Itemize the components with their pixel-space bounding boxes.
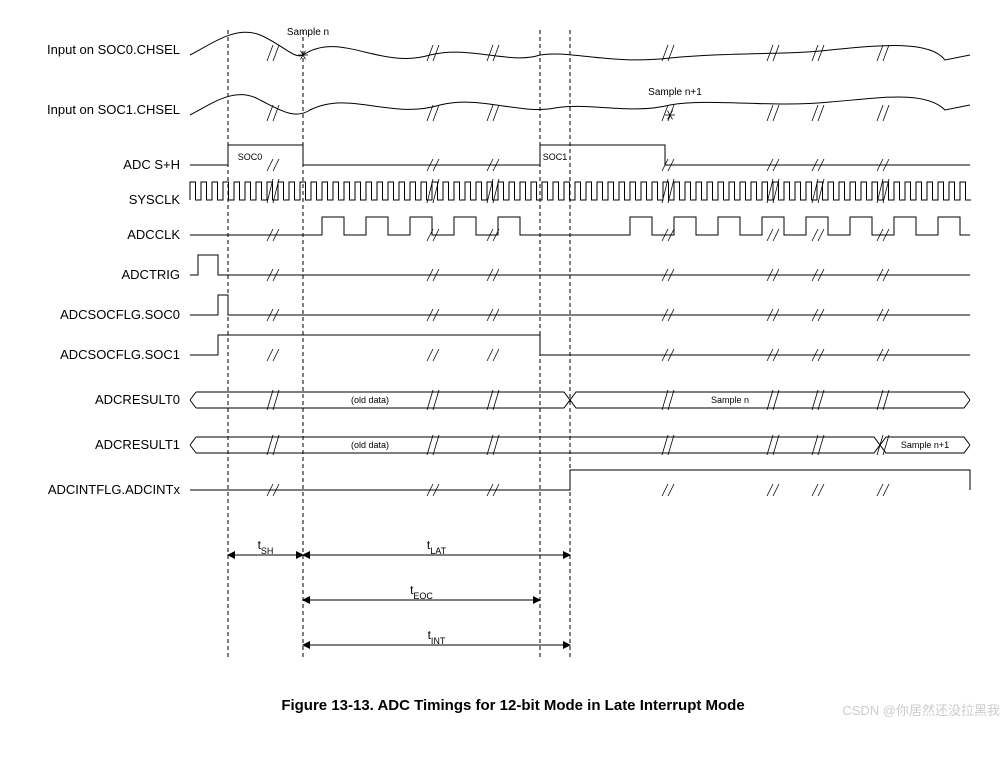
svg-text:Sample n+1: Sample n+1 (901, 440, 949, 450)
svg-text:ADCINTFLG.ADCINTx: ADCINTFLG.ADCINTx (48, 482, 181, 497)
svg-text:Input on SOC1.CHSEL: Input on SOC1.CHSEL (47, 102, 180, 117)
svg-text:ADCRESULT1: ADCRESULT1 (95, 437, 180, 452)
t-lat: tLAT (303, 538, 570, 556)
svg-text:tINT: tINT (428, 628, 446, 646)
svg-text:SYSCLK: SYSCLK (129, 192, 181, 207)
svg-text:Sample n+1: Sample n+1 (648, 87, 702, 98)
svg-text:SOC1: SOC1 (543, 152, 568, 162)
adcsocflg-soc1: ADCSOCFLG.SOC1 (60, 335, 970, 362)
soc0-input: Input on SOC0.CHSEL Sample n (47, 27, 970, 60)
svg-text:ADCCLK: ADCCLK (127, 227, 180, 242)
timing-diagram: Input on SOC0.CHSEL Sample n Input on SOC1… (10, 10, 1006, 747)
svg-text:tSH: tSH (258, 538, 274, 556)
svg-text:Input on SOC0.CHSEL: Input on SOC0.CHSEL (47, 42, 180, 57)
svg-text:CSDN @你居然还没拉黑我: CSDN @你居然还没拉黑我 (842, 703, 1000, 718)
svg-text:(old data): (old data) (351, 395, 389, 405)
svg-text:ADCSOCFLG.SOC0: ADCSOCFLG.SOC0 (60, 307, 180, 322)
svg-text:tLAT: tLAT (427, 538, 447, 556)
sysclk: SYSCLK (129, 182, 971, 207)
t-int: tINT (303, 628, 570, 646)
adcclk: ADCCLK (127, 217, 970, 242)
adcintflg: ADCINTFLG.ADCINTx (48, 470, 970, 497)
svg-text:ADCTRIG: ADCTRIG (122, 267, 181, 282)
svg-text:SOC0: SOC0 (238, 152, 263, 162)
adc-sh: ADC S+H SOC0 SOC1 (123, 145, 970, 172)
svg-text:ADC S+H: ADC S+H (123, 157, 180, 172)
svg-text:(old data): (old data) (351, 440, 389, 450)
svg-text:ADCRESULT0: ADCRESULT0 (95, 392, 180, 407)
adcsocflg-soc0: ADCSOCFLG.SOC0 (60, 295, 970, 322)
svg-text:Figure 13-13. ADC Timings for: Figure 13-13. ADC Timings for 12-bit Mod… (281, 697, 744, 714)
adcresult1: ADCRESULT1 (old data) Sample n+1 (95, 437, 970, 453)
t-sh: tSH (228, 538, 303, 556)
svg-text:ADCSOCFLG.SOC1: ADCSOCFLG.SOC1 (60, 347, 180, 362)
adcresult0: ADCRESULT0 (old data) Sample n (95, 392, 970, 408)
svg-text:Sample n: Sample n (287, 27, 329, 38)
soc1-input: Input on SOC1.CHSEL Sample n+1 (47, 87, 970, 119)
svg-text:Sample n: Sample n (711, 395, 749, 405)
adctrig: ADCTRIG (122, 255, 971, 282)
t-eoc: tEOC (303, 583, 540, 601)
svg-text:tEOC: tEOC (410, 583, 433, 601)
